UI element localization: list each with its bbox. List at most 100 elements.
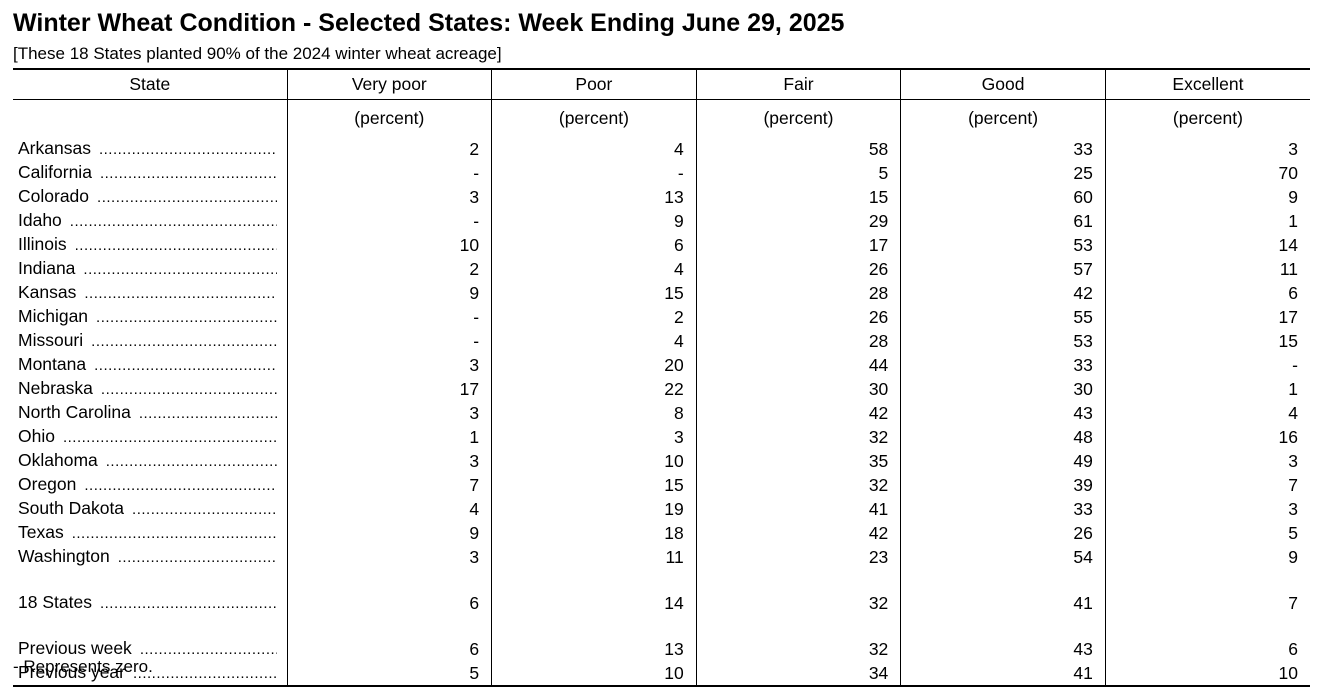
- value-cell: 33: [900, 137, 1106, 161]
- value-cell: 17: [695, 233, 901, 257]
- unit-label: (percent): [900, 99, 1106, 137]
- leader-dots: [83, 259, 276, 281]
- value-cell: 2: [491, 305, 697, 329]
- leader-dots: [132, 499, 276, 521]
- value-cell: 3: [1104, 449, 1310, 473]
- leader-dots: [91, 331, 276, 353]
- page-title: Winter Wheat Condition - Selected States…: [13, 9, 845, 37]
- table-row: Previous week61332436: [13, 637, 1310, 661]
- spacer-cell: [491, 615, 697, 637]
- value-cell: 18: [491, 521, 697, 545]
- condition-table-wrap: State Very poor Poor Fair Good Excellent…: [13, 68, 1310, 687]
- state-cell: Ohio: [13, 425, 287, 449]
- units-state-cell: [13, 100, 287, 138]
- leader-dots: [106, 451, 277, 473]
- value-cell: 30: [900, 377, 1106, 401]
- state-cell: Indiana: [13, 257, 287, 281]
- value-cell: 32: [695, 425, 901, 449]
- value-cell: 32: [695, 473, 901, 497]
- leader-dots: [99, 139, 277, 161]
- state-name: Texas: [18, 522, 64, 542]
- spacer-cell: [13, 615, 287, 637]
- spacer-cell: [695, 615, 901, 637]
- leader-dots: [140, 639, 277, 661]
- value-cell: 4: [491, 257, 697, 281]
- state-name: Illinois: [18, 234, 67, 254]
- value-cell: 17: [1104, 305, 1310, 329]
- value-cell: 2: [286, 257, 492, 281]
- value-cell: 29: [695, 209, 901, 233]
- state-name: Indiana: [18, 258, 76, 278]
- value-cell: 6: [1104, 281, 1310, 305]
- state-cell: California: [13, 161, 287, 185]
- state-cell: Montana: [13, 353, 287, 377]
- leader-dots: [97, 187, 276, 209]
- header-very-poor: Very poor: [286, 68, 492, 100]
- state-name: Montana: [18, 354, 87, 374]
- state-cell: Previous year: [13, 661, 287, 687]
- value-cell: 33: [900, 353, 1106, 377]
- header-excellent: Excellent: [1104, 68, 1310, 100]
- value-cell: 10: [286, 233, 492, 257]
- value-cell: 19: [491, 497, 697, 521]
- value-cell: 3: [286, 185, 492, 209]
- spacer-cell: [900, 615, 1106, 637]
- value-cell: 26: [900, 521, 1106, 545]
- state-name: Previous year: [18, 662, 125, 682]
- spacer-cell: [695, 569, 901, 591]
- state-name: Michigan: [18, 306, 89, 326]
- value-cell: 49: [900, 449, 1106, 473]
- value-cell: 6: [286, 591, 492, 615]
- spacer-cell: [286, 615, 492, 637]
- state-name: Previous week: [18, 638, 132, 658]
- state-cell: Oklahoma: [13, 449, 287, 473]
- leader-dots: [139, 403, 277, 425]
- value-cell: 10: [491, 449, 697, 473]
- value-cell: 5: [695, 161, 901, 185]
- value-cell: 17: [286, 377, 492, 401]
- condition-table: State Very poor Poor Fair Good Excellent…: [13, 68, 1310, 687]
- state-name: California: [18, 162, 92, 182]
- value-cell: 32: [695, 591, 901, 615]
- table-row: Arkansas2458333: [13, 137, 1310, 161]
- header-state: State: [13, 68, 287, 100]
- value-cell: 3: [1104, 137, 1310, 161]
- state-cell: Kansas: [13, 281, 287, 305]
- value-cell: 14: [491, 591, 697, 615]
- leader-dots: [70, 211, 277, 233]
- table-row: Oklahoma31035493: [13, 449, 1310, 473]
- header-row: State Very poor Poor Fair Good Excellent: [13, 68, 1310, 100]
- value-cell: 9: [286, 521, 492, 545]
- leader-dots: [75, 235, 277, 257]
- header-poor: Poor: [491, 68, 697, 100]
- value-cell: 1: [286, 425, 492, 449]
- value-cell: 13: [491, 637, 697, 661]
- units-row: (percent) (percent) (percent) (percent) …: [13, 99, 1310, 138]
- header-fair: Fair: [695, 68, 901, 100]
- value-cell: 9: [491, 209, 697, 233]
- value-cell: 55: [900, 305, 1106, 329]
- value-cell: 15: [695, 185, 901, 209]
- value-cell: 14: [1104, 233, 1310, 257]
- state-name: Missouri: [18, 330, 84, 350]
- value-cell: -: [286, 161, 492, 185]
- spacer-cell: [286, 569, 492, 591]
- leader-dots: [100, 163, 277, 185]
- state-cell: Nebraska: [13, 377, 287, 401]
- spacer-row: [13, 615, 1310, 637]
- value-cell: 42: [695, 521, 901, 545]
- spacer-row: [13, 569, 1310, 591]
- value-cell: 3: [491, 425, 697, 449]
- value-cell: 25: [900, 161, 1106, 185]
- table-row: Previous year510344110: [13, 661, 1310, 687]
- state-name: North Carolina: [18, 402, 131, 422]
- unit-label: (percent): [286, 99, 492, 137]
- spacer-cell: [491, 569, 697, 591]
- leader-dots: [72, 523, 277, 545]
- value-cell: 28: [695, 281, 901, 305]
